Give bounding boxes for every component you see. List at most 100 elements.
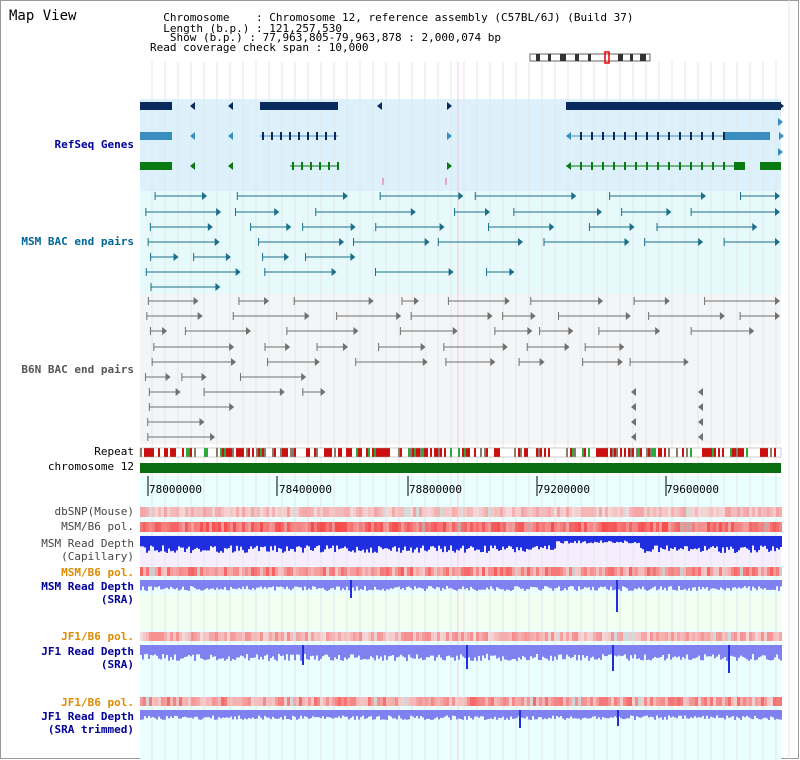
jf1-sra-depth — [294, 645, 296, 661]
capillary-depth — [254, 536, 256, 548]
pol-cell — [158, 632, 161, 641]
gene-arrow-icon — [566, 102, 571, 110]
track-label-jf1-depth-trimmed[interactable]: JF1 Read Depth — [41, 710, 134, 723]
capillary-depth — [202, 536, 204, 551]
pol-cell — [383, 697, 386, 706]
gene-block — [576, 102, 781, 110]
jf1-trim-depth — [554, 710, 556, 720]
track-label-refseq[interactable]: RefSeq Genes — [54, 138, 134, 151]
chromosome-ideogram[interactable] — [530, 53, 650, 62]
pol-cell — [149, 697, 152, 706]
jf1-sra-depth — [380, 645, 382, 657]
pol-cell — [503, 567, 506, 576]
pol-cell — [458, 522, 461, 532]
pol-cell — [344, 522, 347, 532]
repeat-segment — [176, 448, 178, 457]
msm-sra-depth — [754, 580, 756, 589]
bac-end-arrow-icon — [698, 433, 703, 441]
gene-arrow-icon — [736, 102, 741, 110]
repeat-segment — [362, 448, 364, 457]
msm-sra-depth — [728, 580, 730, 589]
pol-cell — [374, 522, 377, 532]
jf1-trim-depth — [586, 710, 588, 719]
pol-cell — [359, 632, 362, 641]
pol-cell — [182, 632, 185, 641]
pol-cell — [467, 632, 470, 641]
track-label-jf1-b6-pol-2[interactable]: JF1/B6 pol. — [61, 696, 134, 709]
pol-cell — [542, 567, 545, 576]
jf1-trim-depth — [386, 710, 388, 720]
capillary-depth — [250, 536, 252, 547]
jf1-sra-depth — [648, 645, 650, 660]
pol-cell — [197, 567, 200, 576]
jf1-sra-depth — [596, 645, 598, 660]
capillary-depth — [590, 536, 592, 543]
jf1-trim-depth — [704, 710, 706, 719]
msm-sra-depth — [714, 580, 716, 589]
repeat-segment — [580, 448, 582, 457]
jf1-trim-depth — [582, 710, 584, 719]
track-label-dbsnp[interactable]: dbSNP(Mouse) — [54, 505, 134, 518]
msm-sra-depth — [468, 580, 470, 591]
pol-cell — [602, 567, 605, 576]
track-label-msm-depth-sra[interactable]: MSM Read Depth — [41, 580, 134, 593]
pol-cell — [704, 697, 707, 706]
capillary-depth — [472, 536, 474, 548]
msm-sra-depth — [530, 580, 532, 587]
track-label-msm-b6-pol[interactable]: MSM/B6 pol. — [61, 520, 134, 533]
msm-sra-depth — [312, 580, 314, 587]
pol-cell — [737, 567, 740, 576]
pol-cell — [221, 697, 224, 706]
jf1-trim-depth — [436, 710, 438, 718]
pol-cell — [533, 632, 536, 641]
dbsnp-cell — [683, 507, 686, 517]
repeat-segment — [764, 448, 766, 457]
msm-sra-depth — [686, 580, 688, 591]
repeat-segment — [604, 448, 606, 457]
jf1-sra-depth — [684, 645, 686, 659]
jf1-sra-depth — [358, 645, 360, 656]
jf1-sra-depth — [148, 645, 150, 659]
repeat-segment — [402, 448, 404, 457]
repeat-segment — [674, 448, 676, 457]
track-label-jf1-depth-sra[interactable]: JF1 Read Depth — [41, 645, 134, 658]
track-label-b6n-bac[interactable]: B6N BAC end pairs — [21, 363, 134, 376]
jf1-sra-depth — [580, 645, 582, 661]
msm-sra-depth — [620, 580, 622, 591]
jf1-trim-depth — [398, 710, 400, 716]
bac-end-arrow-icon — [214, 238, 220, 246]
capillary-depth — [740, 536, 742, 548]
pol-cell — [740, 567, 743, 576]
capillary-depth — [724, 536, 726, 553]
jf1-trim-depth — [212, 710, 214, 716]
capillary-depth — [306, 536, 308, 546]
pol-cell — [191, 697, 194, 706]
jf1-sra-depth — [160, 645, 162, 660]
track-label-msm-b6-pol-2[interactable]: MSM/B6 pol. — [61, 566, 134, 579]
jf1-trim-depth — [724, 710, 726, 720]
pol-cell — [677, 567, 680, 576]
msm-sra-depth — [724, 580, 726, 591]
repeat-segment — [414, 448, 416, 457]
jf1-trim-depth — [530, 710, 532, 720]
track-label-jf1-b6-pol[interactable]: JF1/B6 pol. — [61, 630, 134, 643]
pol-cell — [332, 697, 335, 706]
capillary-depth — [616, 536, 618, 542]
pol-cell — [173, 697, 176, 706]
dbsnp-cell — [473, 507, 476, 517]
bac-end-arrow-icon — [485, 208, 491, 216]
repeat-segment — [638, 448, 640, 457]
track-label-msm-bac[interactable]: MSM BAC end pairs — [21, 235, 134, 248]
jf1-trim-depth — [588, 710, 590, 719]
pol-cell — [665, 697, 668, 706]
capillary-depth — [580, 536, 582, 544]
repeat-segment — [428, 448, 430, 457]
capillary-depth — [162, 536, 164, 546]
track-label-msm-depth-capillary[interactable]: MSM Read Depth — [41, 537, 134, 550]
jf1-trim-depth — [390, 710, 392, 717]
jf1-trim-depth — [278, 710, 280, 719]
pol-cell — [200, 697, 203, 706]
jf1-trim-depth — [304, 710, 306, 717]
pol-cell — [455, 567, 458, 576]
jf1-trim-depth — [738, 710, 740, 719]
